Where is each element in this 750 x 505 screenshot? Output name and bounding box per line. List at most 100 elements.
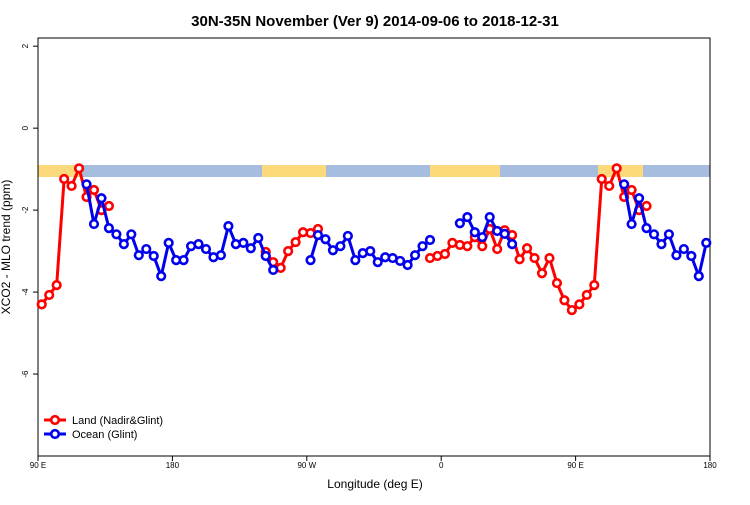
x-tick-label: 90 E bbox=[567, 461, 583, 470]
data-point bbox=[223, 221, 234, 232]
data-point bbox=[701, 237, 712, 249]
data-point bbox=[238, 237, 249, 249]
data-point bbox=[193, 239, 204, 250]
data-point bbox=[499, 228, 510, 239]
data-point bbox=[148, 250, 159, 262]
data-point bbox=[439, 248, 451, 260]
data-point bbox=[536, 268, 548, 279]
data-point bbox=[44, 289, 55, 301]
data-point bbox=[268, 264, 279, 276]
data-point bbox=[462, 241, 473, 252]
data-point bbox=[305, 255, 316, 266]
x-axis-label: Longitude (deg E) bbox=[327, 477, 422, 491]
x-tick-label: 180 bbox=[166, 461, 180, 470]
data-point bbox=[111, 229, 122, 240]
data-point bbox=[477, 232, 488, 243]
data-point bbox=[372, 257, 383, 268]
legend-marker bbox=[49, 428, 61, 440]
data-point bbox=[81, 179, 92, 190]
data-point bbox=[521, 243, 533, 254]
land-ocean-strip bbox=[38, 165, 710, 177]
data-point bbox=[619, 179, 630, 190]
data-point bbox=[633, 193, 645, 204]
data-point bbox=[596, 173, 607, 185]
legend-label: Ocean (Glint) bbox=[72, 429, 137, 441]
data-point bbox=[327, 245, 339, 256]
data-point bbox=[290, 236, 301, 248]
data-point bbox=[678, 243, 689, 255]
data-point bbox=[103, 200, 115, 212]
plot-frame bbox=[37, 37, 711, 457]
data-point bbox=[335, 241, 346, 252]
data-point bbox=[469, 227, 480, 238]
data-point bbox=[641, 200, 652, 212]
y-axis-label: XCO2 - MLO trend (ppm) bbox=[0, 180, 13, 315]
data-point bbox=[693, 270, 704, 282]
x-tick-label: 90 E bbox=[30, 461, 46, 470]
data-point bbox=[648, 229, 660, 240]
legend-label: Land (Nadir&Glint) bbox=[72, 415, 163, 427]
data-point bbox=[484, 211, 495, 223]
data-point bbox=[133, 250, 144, 261]
data-point bbox=[641, 223, 652, 234]
data-point bbox=[66, 180, 77, 192]
data-point bbox=[245, 243, 256, 254]
data-point bbox=[566, 305, 577, 316]
data-point bbox=[626, 184, 637, 196]
data-point bbox=[551, 277, 563, 289]
data-point bbox=[671, 250, 682, 261]
data-point bbox=[51, 280, 62, 291]
data-point bbox=[402, 259, 413, 271]
data-point bbox=[529, 252, 540, 264]
data-point bbox=[126, 229, 137, 240]
data-point bbox=[283, 245, 294, 257]
data-point bbox=[507, 239, 518, 250]
data-point bbox=[215, 250, 227, 261]
data-point bbox=[663, 229, 675, 240]
data-point bbox=[365, 245, 376, 257]
data-point bbox=[611, 163, 622, 174]
data-point bbox=[409, 250, 421, 261]
data-point bbox=[141, 243, 152, 255]
data-point bbox=[59, 173, 70, 185]
data-point bbox=[492, 243, 503, 255]
x-tick-label: 180 bbox=[703, 461, 717, 470]
data-point bbox=[581, 289, 592, 301]
data-point bbox=[118, 239, 129, 250]
data-point bbox=[342, 230, 353, 242]
y-tick-label: 0 bbox=[21, 125, 30, 130]
data-point bbox=[395, 255, 406, 267]
data-point bbox=[178, 255, 189, 266]
y-tick-label: -4 bbox=[21, 288, 30, 296]
data-point bbox=[36, 299, 47, 310]
data-point bbox=[96, 193, 107, 204]
data-point bbox=[514, 254, 525, 265]
data-point bbox=[260, 250, 271, 262]
data-point bbox=[320, 234, 331, 245]
data-point bbox=[424, 234, 436, 246]
data-point bbox=[88, 184, 100, 196]
data-point bbox=[559, 295, 570, 306]
data-point bbox=[462, 211, 473, 223]
data-point bbox=[253, 232, 264, 244]
data-point bbox=[589, 280, 600, 291]
x-tick-label: 0 bbox=[439, 461, 444, 470]
y-tick-label: -6 bbox=[21, 370, 30, 378]
data-point bbox=[417, 241, 428, 252]
data-point bbox=[477, 241, 488, 252]
data-point bbox=[574, 299, 585, 310]
data-point bbox=[544, 252, 555, 264]
data-point bbox=[156, 270, 167, 282]
data-point bbox=[626, 218, 637, 230]
data-point bbox=[350, 255, 361, 266]
y-tick-label: -2 bbox=[21, 206, 30, 214]
data-point bbox=[163, 237, 174, 249]
data-point bbox=[686, 250, 697, 262]
data-point bbox=[200, 243, 212, 255]
data-point bbox=[103, 223, 115, 234]
chart-title: 30N-35N November (Ver 9) 2014-09-06 to 2… bbox=[191, 13, 559, 30]
data-point bbox=[88, 218, 100, 230]
data-point bbox=[312, 230, 324, 241]
y-tick-label: 2 bbox=[21, 43, 30, 48]
